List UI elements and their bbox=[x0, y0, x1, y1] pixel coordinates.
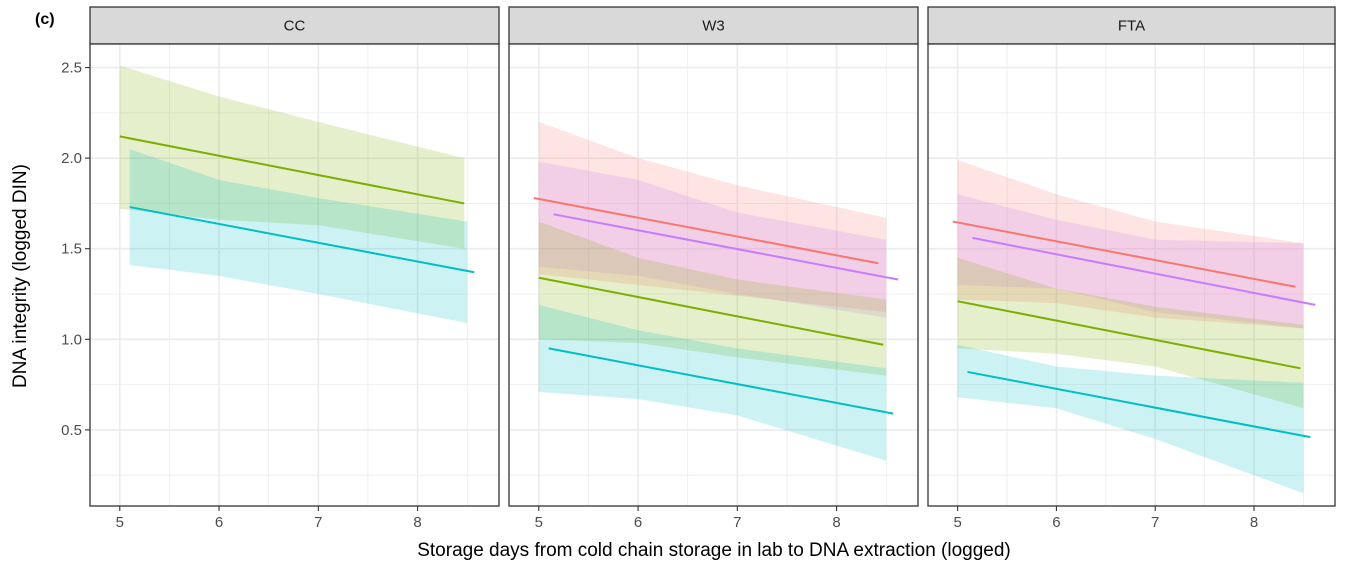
panel-border-w3 bbox=[508, 43, 919, 507]
strip-label-w3: W3 bbox=[702, 18, 725, 35]
panels-layer: CC 5 6 7 8 0.5 1.0 1.5 2.0 2.5 W3 5 6 7 8 FTA 5 6 7 8 bbox=[61, 6, 1336, 531]
x-tick-label: 7 bbox=[314, 514, 322, 531]
fit-line-purple bbox=[972, 236, 1316, 306]
x-tick-label: 6 bbox=[215, 514, 223, 531]
panel-border-fta bbox=[927, 43, 1336, 507]
confidence-ribbon-purple bbox=[538, 161, 887, 318]
x-tick-label: 5 bbox=[535, 514, 543, 531]
panel-fta: FTA 5 6 7 8 bbox=[927, 6, 1336, 531]
fit-line-green bbox=[957, 300, 1301, 370]
x-tick-label: 6 bbox=[1052, 514, 1060, 531]
fit-line-purple bbox=[553, 213, 899, 281]
confidence-ribbon-green bbox=[957, 257, 1304, 409]
y-tick-label: 1.0 bbox=[61, 331, 82, 348]
strip-label-cc: CC bbox=[284, 18, 306, 35]
plot-background-w3 bbox=[509, 44, 918, 506]
strip-label-fta: FTA bbox=[1118, 18, 1145, 35]
x-tick-label: 8 bbox=[832, 514, 840, 531]
fit-line-green bbox=[119, 135, 465, 205]
fit-line-cyan bbox=[967, 370, 1311, 439]
x-tick-label: 6 bbox=[634, 514, 642, 531]
fit-line-green bbox=[538, 276, 884, 346]
confidence-ribbon-green bbox=[119, 65, 465, 249]
panel-w3: W3 5 6 7 8 bbox=[508, 6, 919, 531]
x-tick-label: 5 bbox=[953, 514, 961, 531]
fit-line-red bbox=[952, 220, 1296, 288]
confidence-ribbon-green bbox=[538, 221, 887, 376]
y-axis-title: DNA integrity (logged DIN) bbox=[10, 164, 31, 388]
confidence-ribbon-cyan bbox=[538, 304, 887, 461]
x-tick-label: 7 bbox=[1151, 514, 1159, 531]
y-tick-label: 2.5 bbox=[61, 60, 82, 77]
confidence-ribbon-red bbox=[538, 121, 887, 313]
fit-line-cyan bbox=[129, 206, 475, 274]
strip-w3 bbox=[508, 6, 919, 45]
confidence-ribbon-cyan bbox=[129, 149, 468, 323]
x-tick-label: 8 bbox=[1250, 514, 1258, 531]
x-axis-title: Storage days from cold chain storage in … bbox=[417, 540, 1011, 561]
y-tick-label: 0.5 bbox=[61, 422, 82, 439]
plot-background-cc bbox=[90, 44, 499, 506]
x-tick-label: 5 bbox=[116, 514, 124, 531]
panel-border-cc bbox=[89, 43, 500, 507]
x-tick-label: 7 bbox=[733, 514, 741, 531]
confidence-ribbon-purple bbox=[957, 194, 1304, 329]
x-tick-label: 8 bbox=[413, 514, 421, 531]
y-tick-label: 1.5 bbox=[61, 241, 82, 258]
fit-line-red bbox=[533, 197, 879, 265]
confidence-ribbon-cyan bbox=[957, 344, 1304, 494]
panel-cc: CC 5 6 7 8 0.5 1.0 1.5 2.0 2.5 bbox=[61, 6, 500, 531]
y-tick-label: 2.0 bbox=[61, 150, 82, 167]
panel-tag: (c) bbox=[35, 11, 55, 28]
strip-cc bbox=[89, 6, 500, 45]
fit-line-cyan bbox=[548, 347, 894, 415]
